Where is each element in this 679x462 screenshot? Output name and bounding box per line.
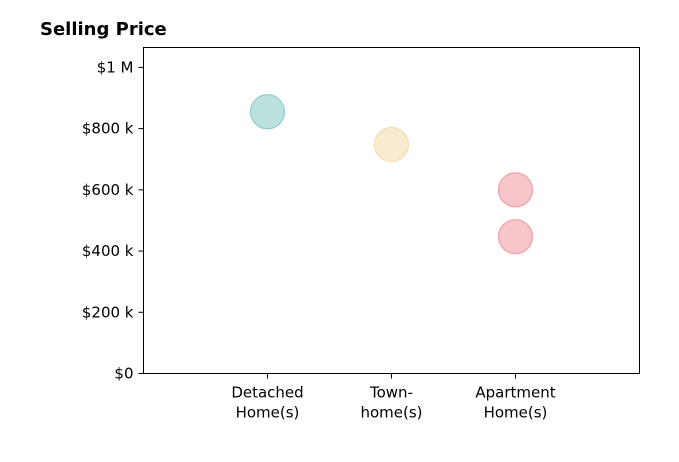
y-tick-label: $600 k: [82, 181, 134, 199]
data-point: [249, 94, 286, 130]
x-tick-label: Apartment: [475, 384, 555, 402]
y-tick-label: $0: [114, 365, 133, 383]
x-axis: Detached Home(s) Town-home(s) Apartment Home…: [231, 373, 556, 422]
x-tick-label: Town-: [369, 384, 413, 402]
x-tick-label: Home(s): [236, 404, 300, 422]
data-point: [497, 219, 534, 255]
points-layer: [249, 94, 534, 255]
x-tick-label: home(s): [360, 404, 422, 422]
data-point: [373, 126, 410, 163]
y-tick-label: $400 k: [82, 242, 134, 260]
y-axis: $0 $200 k $400 k $600 k $800 k $1 M: [82, 58, 144, 383]
y-tick-label: $800 k: [82, 120, 134, 138]
plot-area-frame: [143, 47, 640, 374]
x-tick-label: Home(s): [484, 404, 548, 422]
y-tick-label: $1 M: [97, 58, 134, 76]
data-point: [497, 172, 534, 208]
x-tick-label: Detached: [231, 384, 303, 402]
y-tick-label: $200 k: [82, 303, 134, 321]
chart-title: Selling Price: [40, 19, 167, 40]
